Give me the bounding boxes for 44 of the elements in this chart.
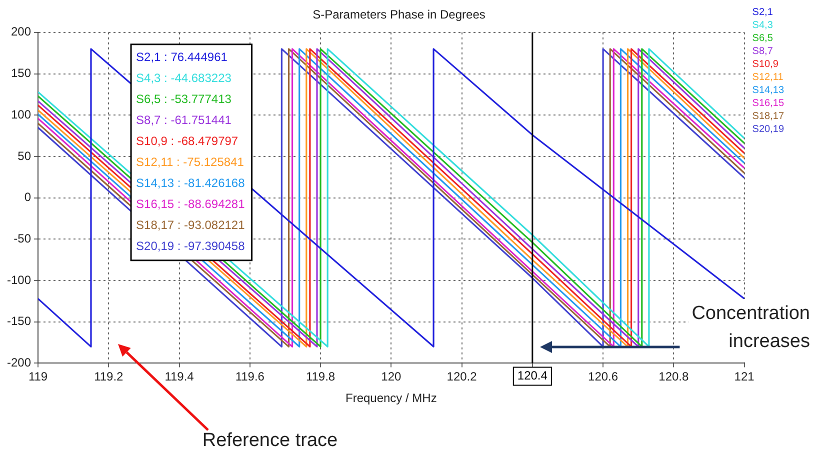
annotation: S2,1 : 76.444961 <box>136 50 228 64</box>
text: S2,1 <box>752 6 774 18</box>
y-tick-label: 150 <box>10 66 32 80</box>
annotation: S16,15 : -88.694281 <box>136 197 246 212</box>
text: S14,13 <box>752 84 784 96</box>
text: S16,15 <box>752 98 784 109</box>
text: S4,3 <box>752 20 774 31</box>
x-tick-label: 120.4 <box>517 368 548 383</box>
y-tick-label: 0 <box>24 190 32 204</box>
x-tick-label: 120.6 <box>588 370 618 384</box>
annotation: S18,17 : -93.082121 <box>136 218 246 232</box>
x-tick-label: 121 <box>734 370 755 384</box>
annotation: S14,13 : -81.426168 <box>136 176 246 190</box>
text: Reference trace <box>202 430 338 452</box>
y-tick-label: -50 <box>14 231 32 246</box>
y-tick-label: 50 <box>18 148 32 163</box>
x-tick-label: 119.4 <box>164 370 194 384</box>
y-tick-label: -200 <box>6 356 32 370</box>
text: S6,5 <box>752 32 774 44</box>
annotation: S6,5 : -53.777413 <box>136 92 232 106</box>
text: S12,11 <box>752 72 784 83</box>
text: S10,9 <box>752 58 779 70</box>
text: S18,17 <box>752 110 784 122</box>
x-tick-label: 119.2 <box>94 370 124 384</box>
annotation: S10,9 : -68.479797 <box>136 134 238 148</box>
y-tick-label: 100 <box>10 107 32 122</box>
annotation: Concentration increases <box>692 303 810 352</box>
annotation: S8,7 : -61.751441 <box>136 113 232 128</box>
chart-title: S-Parameters Phase in Degrees <box>312 8 486 22</box>
x-axis-title: Frequency / MHz <box>345 391 437 406</box>
annotation: S20,19 : -97.390458 <box>136 239 246 254</box>
text: S20,19 <box>752 124 784 135</box>
x-tick-label: 119.8 <box>306 370 336 384</box>
x-tick-label: 119.6 <box>235 370 265 384</box>
y-tick-label: 200 <box>10 24 32 39</box>
x-tick-label: 120 <box>381 370 402 384</box>
x-tick-label: 120.2 <box>446 370 478 384</box>
x-tick-label: 119 <box>28 370 48 384</box>
text: S8,7 <box>752 46 774 57</box>
annotation: S12,11 : -75.125841 <box>136 155 244 170</box>
annotation: S4,3 : -44.683223 <box>136 71 232 86</box>
x-tick-label: 120.8 <box>658 370 690 384</box>
y-tick-label: -100 <box>6 272 32 287</box>
y-tick-label: -150 <box>6 314 32 328</box>
